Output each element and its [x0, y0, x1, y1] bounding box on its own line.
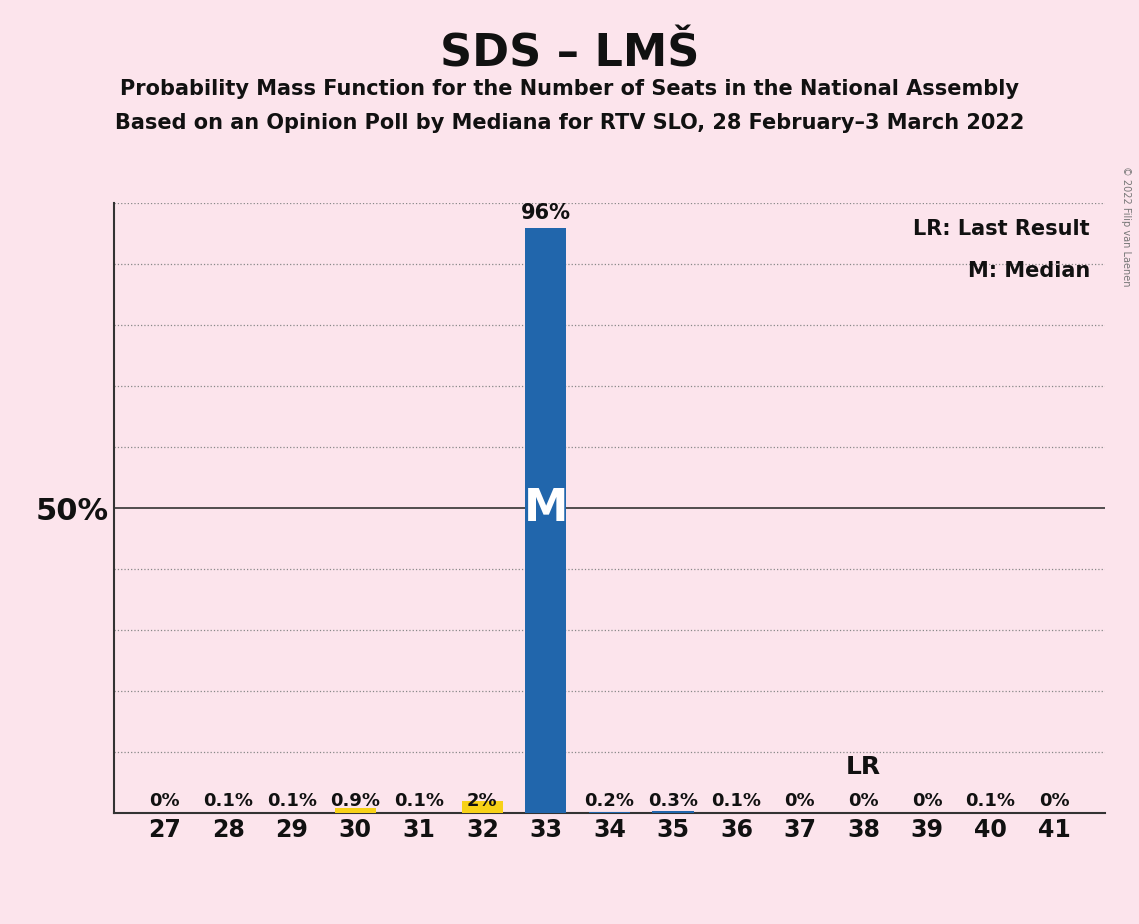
Text: 0.3%: 0.3% — [648, 792, 698, 810]
Text: 2%: 2% — [467, 792, 498, 810]
Text: 0.2%: 0.2% — [584, 792, 634, 810]
Text: 0.1%: 0.1% — [712, 792, 761, 810]
Bar — [653, 811, 694, 813]
Text: 0%: 0% — [911, 792, 942, 810]
Text: 0%: 0% — [149, 792, 180, 810]
Bar — [335, 808, 376, 813]
Text: 0.1%: 0.1% — [966, 792, 1016, 810]
Text: 0%: 0% — [849, 792, 879, 810]
Text: Based on an Opinion Poll by Mediana for RTV SLO, 28 February–3 March 2022: Based on an Opinion Poll by Mediana for … — [115, 113, 1024, 133]
Text: 0.9%: 0.9% — [330, 792, 380, 810]
Bar — [525, 227, 566, 813]
Text: LR: Last Result: LR: Last Result — [913, 218, 1090, 238]
Text: Probability Mass Function for the Number of Seats in the National Assembly: Probability Mass Function for the Number… — [120, 79, 1019, 99]
Text: 0%: 0% — [785, 792, 816, 810]
Text: LR: LR — [846, 756, 880, 779]
Text: M: Median: M: Median — [968, 261, 1090, 281]
Text: © 2022 Filip van Laenen: © 2022 Filip van Laenen — [1121, 166, 1131, 286]
Text: 0.1%: 0.1% — [394, 792, 444, 810]
Bar — [461, 801, 503, 813]
Text: 0.1%: 0.1% — [267, 792, 317, 810]
Text: 0.1%: 0.1% — [203, 792, 253, 810]
Text: SDS – LMŠ: SDS – LMŠ — [440, 32, 699, 76]
Bar — [589, 812, 630, 813]
Text: 96%: 96% — [521, 202, 571, 223]
Text: M: M — [524, 487, 568, 529]
Text: 0%: 0% — [1039, 792, 1070, 810]
